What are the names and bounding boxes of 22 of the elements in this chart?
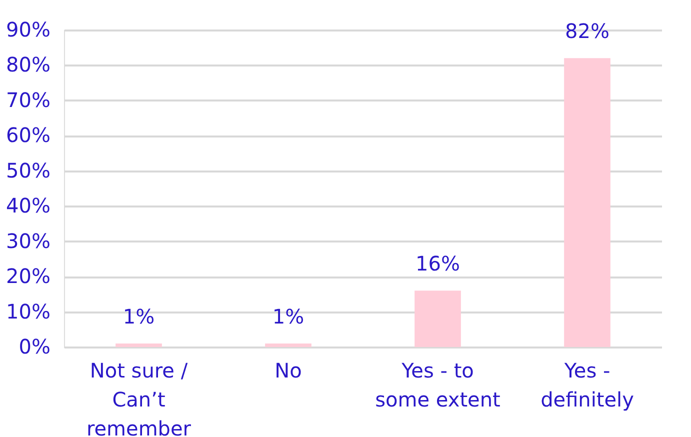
data-label: 1%	[272, 304, 304, 328]
y-tick-label: 30%	[6, 228, 50, 253]
y-tick-label: 90%	[6, 18, 50, 42]
bar	[265, 343, 312, 347]
y-tick-label: 50%	[6, 158, 50, 182]
y-tick-label: 20%	[6, 264, 50, 288]
x-tick-label: Yes - definitely	[540, 358, 634, 412]
y-tick-label: 10%	[6, 299, 50, 324]
data-label: 82%	[565, 19, 610, 44]
x-tick-label: Not sure / Can’t remember	[86, 358, 192, 437]
data-label: 16%	[416, 252, 460, 276]
y-tick-label: 40%	[6, 194, 50, 218]
y-tick-label: 0%	[18, 334, 50, 358]
x-tick-label: Yes - to some extent	[375, 358, 501, 412]
bar	[116, 343, 162, 347]
x-tick-label: No	[274, 358, 302, 382]
y-tick-label: 60%	[6, 123, 50, 148]
y-tick-label: 80%	[6, 52, 50, 77]
y-tick-label: 70%	[6, 88, 50, 112]
data-label: 1%	[122, 304, 155, 328]
bar	[564, 58, 610, 347]
bar	[414, 290, 461, 347]
